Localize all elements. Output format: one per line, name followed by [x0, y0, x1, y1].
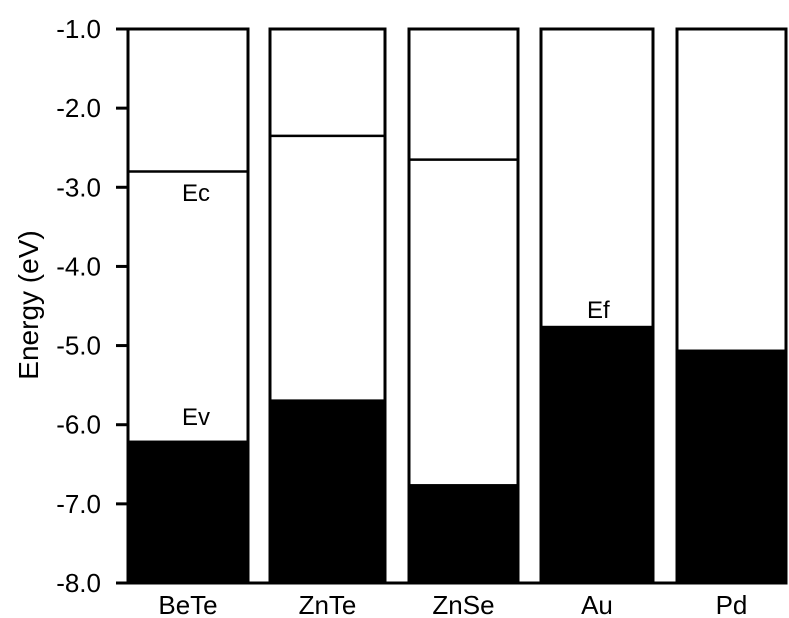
column-pd [675, 27, 788, 585]
y-tick-label: -7.0 [56, 489, 101, 519]
y-tick-label: -6.0 [56, 410, 101, 440]
y-tick-label: -1.0 [56, 14, 101, 44]
filled-states-pd [677, 349, 786, 583]
y-tick-label: -3.0 [56, 172, 101, 202]
column-znse [407, 27, 520, 585]
x-category-label: Au [581, 590, 613, 618]
y-axis-title: Energy (eV) [13, 230, 44, 379]
x-category-label: Pd [716, 590, 748, 618]
x-category-label: ZnTe [299, 590, 357, 618]
y-tick-label: -5.0 [56, 331, 101, 361]
material-columns [126, 27, 788, 585]
column-bete [126, 27, 250, 585]
x-category-label: BeTe [158, 590, 217, 618]
x-axis: BeTe ZnTe ZnSe Au Pd [128, 581, 786, 618]
valence-band-znse [409, 484, 518, 583]
filled-states-au [541, 325, 653, 583]
valence-band-bete [128, 440, 248, 583]
y-tick-label: -4.0 [56, 251, 101, 281]
annotation-ev: Ev [182, 404, 210, 431]
annotation-ef: Ef [587, 297, 610, 324]
y-axis: -1.0 -2.0 -3.0 -4.0 -5.0 -6.0 -7.0 -8.0 [56, 14, 130, 598]
x-category-label: ZnSe [432, 590, 494, 618]
valence-band-znte [270, 399, 385, 583]
annotation-ec: Ec [182, 180, 210, 207]
column-au [539, 27, 655, 585]
y-tick-label: -8.0 [56, 568, 101, 598]
column-znte [268, 27, 387, 585]
y-tick-label: -2.0 [56, 93, 101, 123]
